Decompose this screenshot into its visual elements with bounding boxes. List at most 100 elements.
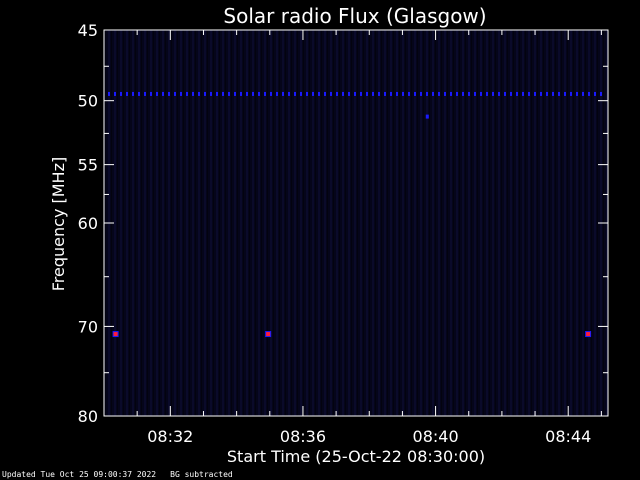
band-segment <box>336 91 338 96</box>
band-segment <box>300 91 302 96</box>
band-segment <box>438 91 440 96</box>
band-segment <box>348 91 350 96</box>
band-segment <box>222 91 224 96</box>
band-segment <box>384 91 386 96</box>
x-axis-label: Start Time (25-Oct-22 08:30:00) <box>227 447 485 466</box>
band-segment <box>480 91 482 96</box>
band-segment <box>552 91 554 96</box>
band-segment <box>366 91 368 96</box>
hot-spot <box>586 332 591 337</box>
band-segment <box>522 91 524 96</box>
band-segment <box>390 91 392 96</box>
spectral-band <box>108 91 602 96</box>
band-segment <box>234 91 236 96</box>
hot-spot <box>266 332 271 337</box>
processing-note: BG subtracted <box>170 470 233 479</box>
band-segment <box>228 91 230 96</box>
band-segment <box>282 91 284 96</box>
band-segment <box>498 91 500 96</box>
band-segment <box>258 91 260 96</box>
band-segment <box>600 91 602 96</box>
footer: Updated Tue Oct 25 09:00:37 2022 BG subtr… <box>2 470 247 480</box>
band-segment <box>570 91 572 96</box>
y-tick-label: 80 <box>78 407 98 426</box>
band-segment <box>288 91 290 96</box>
band-segment <box>108 91 110 96</box>
band-segment <box>588 91 590 96</box>
x-tick-label: 08:36 <box>280 427 326 446</box>
band-segment <box>456 91 458 96</box>
band-segment <box>420 91 422 96</box>
band-segment <box>528 91 530 96</box>
band-segment <box>330 91 332 96</box>
band-segment <box>510 91 512 96</box>
chart-title: Solar radio Flux (Glasgow) <box>223 4 486 28</box>
band-segment <box>462 91 464 96</box>
band-segment <box>246 91 248 96</box>
band-segment <box>126 91 128 96</box>
band-segment <box>168 91 170 96</box>
band-segment <box>408 91 410 96</box>
band-segment <box>414 91 416 96</box>
band-segment <box>186 91 188 96</box>
band-segment <box>360 91 362 96</box>
band-segment <box>318 91 320 96</box>
band-segment <box>270 91 272 96</box>
band-segment <box>486 91 488 96</box>
band-segment <box>504 91 506 96</box>
spectrogram-background <box>104 30 608 416</box>
band-segment <box>576 91 578 96</box>
band-segment <box>354 91 356 96</box>
band-segment <box>342 91 344 96</box>
band-segment <box>312 91 314 96</box>
x-tick-label: 08:32 <box>147 427 193 446</box>
y-axis-label: Frequency [MHz] <box>49 157 68 291</box>
y-tick-label: 50 <box>78 92 98 111</box>
band-segment <box>474 91 476 96</box>
y-tick-label: 45 <box>78 21 98 40</box>
band-segment <box>276 91 278 96</box>
x-tick-label: 08:44 <box>545 427 591 446</box>
band-segment <box>450 91 452 96</box>
band-segment <box>252 91 254 96</box>
band-segment <box>120 91 122 96</box>
band-segment <box>294 91 296 96</box>
band-segment <box>114 91 116 96</box>
band-segment <box>534 91 536 96</box>
hot-spot <box>113 332 118 337</box>
band-segment <box>204 91 206 96</box>
band-segment <box>540 91 542 96</box>
band-segment <box>138 91 140 96</box>
band-segment <box>432 91 434 96</box>
band-segment <box>492 91 494 96</box>
updated-timestamp: Updated Tue Oct 25 09:00:37 2022 <box>2 470 157 479</box>
band-segment <box>306 91 308 96</box>
x-tick-label: 08:40 <box>413 427 459 446</box>
band-segment <box>264 91 266 96</box>
band-segment <box>594 91 596 96</box>
band-segment <box>396 91 398 96</box>
y-tick-label: 55 <box>78 156 98 175</box>
band-segment <box>324 91 326 96</box>
band-segment <box>132 91 134 96</box>
band-segment <box>372 91 374 96</box>
band-segment <box>198 91 200 96</box>
band-segment <box>378 91 380 96</box>
band-segment <box>468 91 470 96</box>
band-segment <box>192 91 194 96</box>
y-tick-label: 70 <box>78 317 98 336</box>
band-segment <box>444 91 446 96</box>
band-segment <box>174 91 176 96</box>
faint-spot <box>425 114 429 119</box>
band-segment <box>564 91 566 96</box>
band-segment <box>210 91 212 96</box>
band-segment <box>402 91 404 96</box>
band-segment <box>162 91 164 96</box>
band-segment <box>216 91 218 96</box>
band-segment <box>144 91 146 96</box>
band-segment <box>546 91 548 96</box>
band-segment <box>558 91 560 96</box>
axes: 45 50 55 60 70 80 08:32 08:36 08:40 08:44 <box>78 21 608 446</box>
band-segment <box>582 91 584 96</box>
